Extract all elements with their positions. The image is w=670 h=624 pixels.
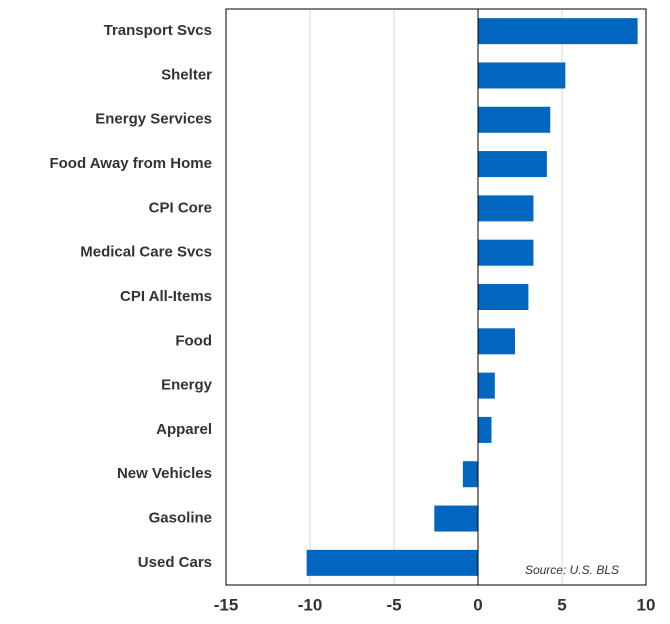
y-tick-label: Food [175, 332, 212, 349]
bar [478, 106, 551, 133]
bar [478, 284, 529, 310]
bar [478, 195, 534, 222]
source-note: Source: U.S. BLS [525, 563, 619, 577]
bar [478, 62, 566, 89]
y-tick-label: Apparel [156, 421, 212, 438]
y-tick-label: Medical Care Svcs [80, 244, 212, 261]
y-tick-label: Gasoline [149, 510, 212, 527]
y-tick-label: Food Away from Home [49, 155, 212, 172]
x-tick-label: 0 [473, 595, 482, 614]
y-tick-label: CPI All-Items [120, 288, 212, 305]
y-tick-label: Used Cars [138, 554, 212, 571]
y-tick-label: New Vehicles [117, 465, 212, 482]
plot-frame [225, 8, 647, 586]
y-tick-label: Shelter [161, 66, 212, 83]
x-tick-label: -5 [386, 595, 401, 614]
bar [462, 461, 478, 488]
bar [306, 549, 478, 576]
bar [478, 416, 492, 443]
bar [478, 372, 495, 399]
y-tick-label: Transport Svcs [104, 22, 212, 39]
bar [478, 151, 547, 178]
bar [478, 18, 638, 45]
bar [478, 239, 534, 266]
x-tick-label: 10 [637, 595, 656, 614]
bar [434, 505, 478, 532]
y-tick-label: CPI Core [149, 199, 212, 216]
bar [478, 328, 515, 355]
y-tick-label: Energy [161, 377, 213, 394]
x-tick-label: -15 [214, 595, 239, 614]
x-tick-label: 5 [557, 595, 566, 614]
y-tick-label: Energy Services [95, 111, 212, 128]
x-tick-label: -10 [298, 595, 323, 614]
